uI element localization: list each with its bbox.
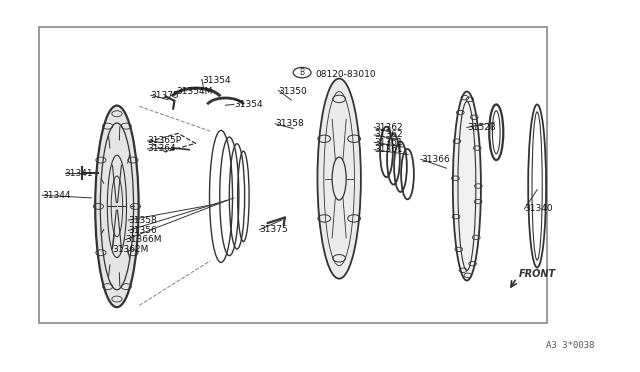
- Text: 31375: 31375: [259, 225, 288, 234]
- Text: 31356: 31356: [129, 226, 157, 235]
- Text: 31354: 31354: [234, 100, 262, 109]
- Text: 31358: 31358: [129, 216, 157, 225]
- Text: 31354M: 31354M: [176, 87, 212, 96]
- Text: 31340: 31340: [524, 205, 553, 214]
- Text: 31344: 31344: [42, 191, 70, 200]
- Text: 31354: 31354: [202, 76, 230, 85]
- Text: 31362: 31362: [374, 130, 403, 140]
- Text: 31362M: 31362M: [113, 244, 149, 253]
- Ellipse shape: [95, 106, 139, 307]
- Text: 31350: 31350: [278, 87, 307, 96]
- Text: 31364: 31364: [148, 144, 176, 153]
- Text: A3 3*0038: A3 3*0038: [546, 341, 595, 350]
- Text: B: B: [300, 68, 305, 77]
- Text: 31361: 31361: [374, 138, 403, 147]
- Text: 08120-83010: 08120-83010: [315, 70, 376, 79]
- Ellipse shape: [453, 92, 481, 280]
- Text: 31341: 31341: [65, 169, 93, 177]
- Text: 31366M: 31366M: [125, 235, 162, 244]
- Text: 31361: 31361: [374, 145, 403, 154]
- Text: 31365P: 31365P: [148, 136, 182, 145]
- Bar: [39, 27, 547, 323]
- Ellipse shape: [317, 78, 361, 279]
- Text: 31375: 31375: [151, 91, 179, 100]
- Text: 31528: 31528: [467, 123, 495, 132]
- Text: 31366: 31366: [421, 155, 450, 164]
- Text: 31362: 31362: [374, 123, 403, 132]
- Text: FRONT: FRONT: [519, 269, 556, 279]
- Text: 31358: 31358: [275, 119, 304, 128]
